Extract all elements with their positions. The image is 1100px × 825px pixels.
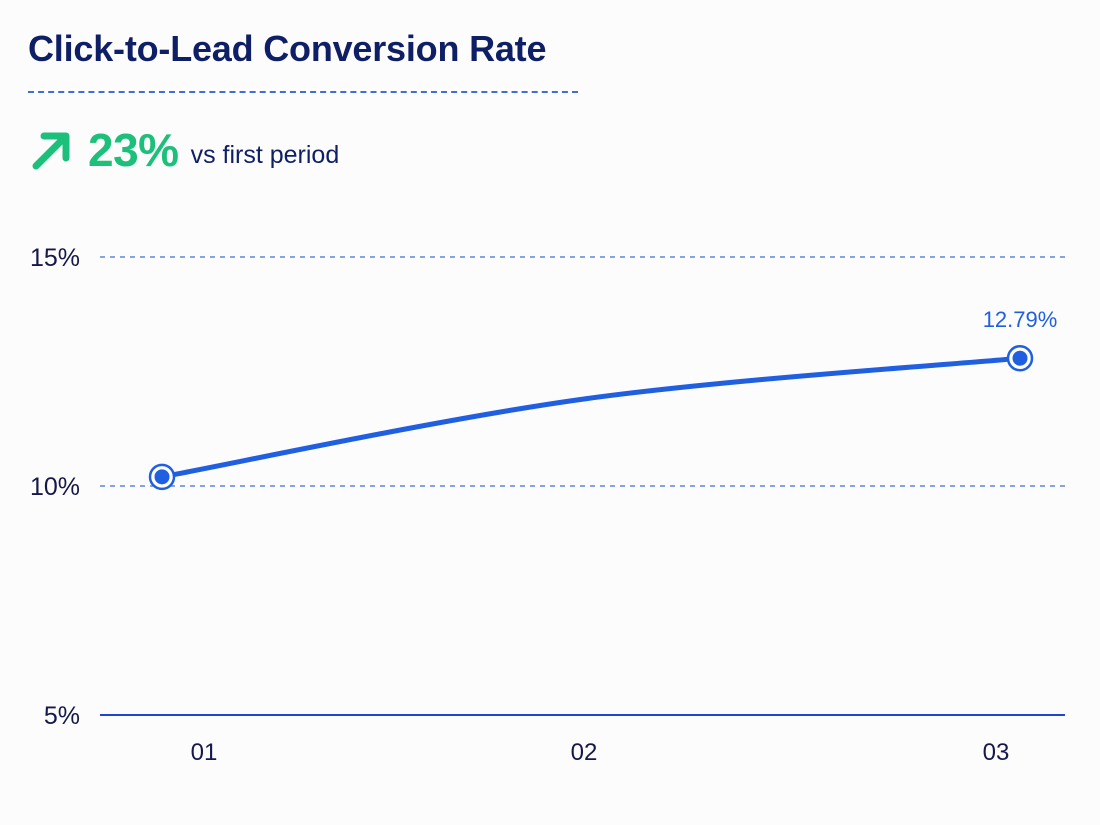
series-line bbox=[159, 355, 1023, 480]
kpi-caption: vs first period bbox=[190, 140, 340, 169]
data-point bbox=[154, 469, 170, 485]
y-tick-label: 10% bbox=[30, 473, 80, 501]
data-label: 12.79% bbox=[983, 307, 1058, 332]
y-tick-label: 5% bbox=[44, 702, 80, 730]
data-point bbox=[1012, 350, 1028, 366]
title-divider bbox=[28, 91, 578, 93]
arrow-up-right-icon bbox=[32, 132, 70, 170]
y-tick-label: 15% bbox=[30, 244, 80, 272]
kpi-summary: 23% vs first period bbox=[28, 120, 339, 180]
chart-title: Click-to-Lead Conversion Rate bbox=[28, 28, 547, 69]
x-tick-label: 03 bbox=[983, 739, 1010, 766]
x-tick-label: 02 bbox=[571, 739, 598, 766]
kpi-value: 23% bbox=[88, 124, 179, 176]
x-tick-label: 01 bbox=[191, 739, 218, 766]
